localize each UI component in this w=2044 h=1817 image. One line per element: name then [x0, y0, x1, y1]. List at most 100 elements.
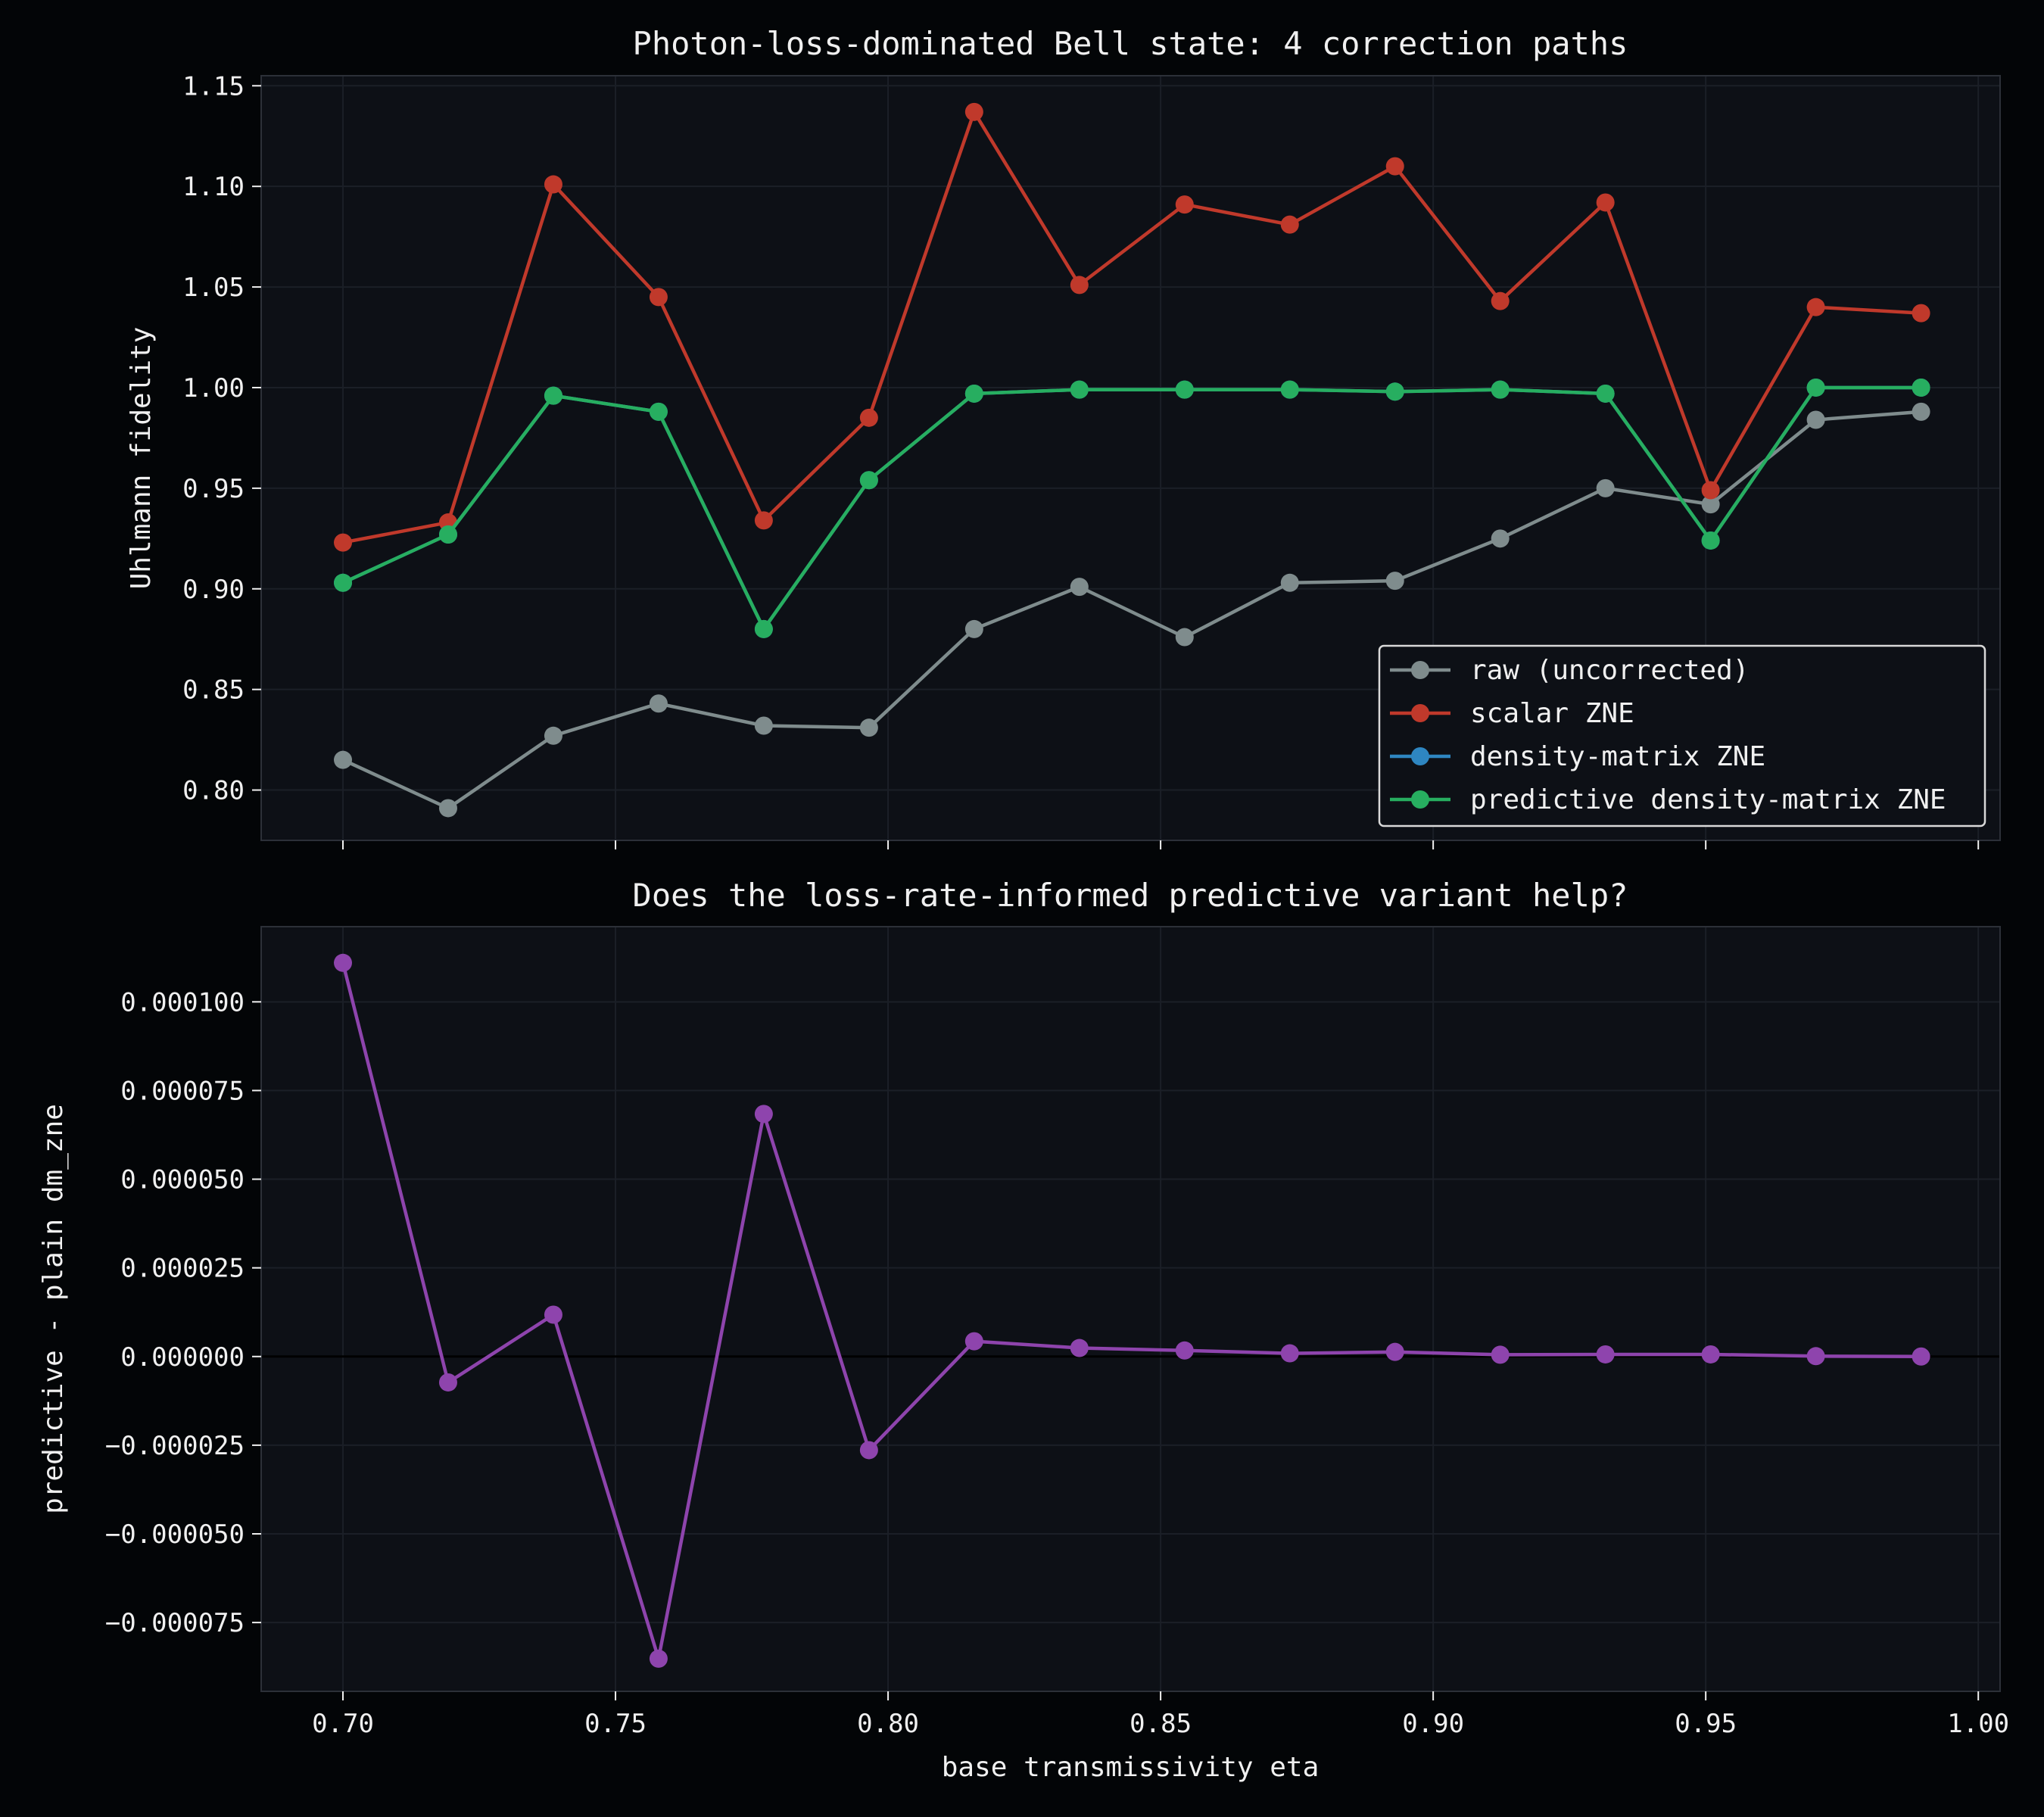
data-point: [1175, 1341, 1194, 1360]
y-tick-label: 0.000075: [120, 1076, 245, 1106]
x-tick-label: 0.80: [857, 1709, 919, 1739]
y-tick-label: 0.000025: [120, 1254, 245, 1284]
data-point: [964, 1332, 983, 1351]
y-tick-label: 0.80: [182, 776, 245, 806]
x-tick-label: 0.95: [1675, 1709, 1737, 1739]
legend-swatch-marker: [1411, 661, 1429, 679]
legend-frame: [1378, 644, 1986, 827]
data-point: [1070, 276, 1089, 295]
data-point: [1175, 628, 1194, 647]
data-point: [1385, 157, 1404, 176]
data-point: [1385, 572, 1404, 591]
data-point: [1912, 378, 1930, 397]
data-point: [334, 573, 353, 592]
data-point: [1385, 1342, 1404, 1361]
y-tick-label: 0.85: [182, 675, 245, 706]
y-tick-label: 0.000100: [120, 987, 245, 1018]
y-tick-label: 1.05: [182, 273, 245, 303]
y-tick-label: 1.10: [182, 172, 245, 202]
data-point: [438, 799, 457, 818]
data-point: [1596, 478, 1615, 497]
data-point: [1701, 495, 1720, 514]
data-point: [754, 619, 773, 638]
data-point: [964, 102, 983, 121]
data-point: [544, 726, 562, 745]
fidelity-x-ticks: [342, 840, 1980, 849]
data-point: [964, 384, 983, 403]
x-tick-label: 0.85: [1129, 1709, 1192, 1739]
data-point: [1491, 380, 1510, 399]
data-point: [1912, 304, 1930, 323]
data-point: [859, 408, 878, 427]
data-point: [1596, 193, 1615, 212]
data-point: [1596, 1345, 1615, 1364]
data-point: [334, 953, 353, 972]
data-point: [1175, 380, 1194, 399]
data-point: [334, 533, 353, 552]
data-point: [649, 694, 668, 713]
data-point: [1070, 1339, 1089, 1357]
data-point: [1806, 410, 1825, 429]
fidelity-axes-frame: [260, 75, 2001, 841]
data-point: [1385, 382, 1404, 401]
data-point: [1806, 378, 1825, 397]
data-point: [1701, 481, 1720, 500]
fidelity-legend: raw (uncorrected) scalar ZNE density-matri…: [1378, 644, 1986, 827]
data-point: [438, 1373, 457, 1392]
y-tick-label: 0.000050: [120, 1165, 245, 1195]
difference-chart-title: Does the loss-rate-informed predictive v…: [633, 877, 1628, 914]
data-point: [649, 1649, 668, 1668]
data-point: [1280, 380, 1299, 399]
data-point: [1491, 529, 1510, 548]
data-point: [1491, 1345, 1510, 1364]
data-point: [1175, 195, 1194, 214]
data-point: [1070, 578, 1089, 597]
y-tick-label: 0.90: [182, 575, 245, 605]
difference-series: [334, 953, 1930, 1668]
y-tick-label: −0.000025: [105, 1431, 245, 1461]
difference-y-ticks: −0.000075 −0.000050 −0.000025 0.000000 0.000…: [105, 987, 261, 1638]
data-point: [859, 471, 878, 490]
data-point: [1912, 402, 1930, 421]
data-point: [544, 1305, 562, 1324]
fidelity-chart: 0.80 0.85 0.90 0.95 1.00 1.05 1.10 1.15 Photon-…: [126, 25, 2001, 849]
data-point: [859, 1441, 878, 1460]
data-point: [649, 288, 668, 307]
fidelity-chart-title: Photon-loss-dominated Bell state: 4 corr…: [633, 25, 1628, 62]
difference-y-axis-label: predictive - plain dm_zne: [38, 1104, 69, 1514]
y-tick-label: 1.15: [182, 71, 245, 101]
series-line: [341, 962, 1921, 1661]
data-point: [964, 619, 983, 638]
legend-label: scalar ZNE: [1470, 698, 1634, 729]
x-tick-label: 1.00: [1947, 1709, 2009, 1739]
data-point: [1596, 384, 1615, 403]
y-tick-label: −0.000075: [105, 1608, 245, 1638]
data-point: [1806, 298, 1825, 316]
data-point: [438, 525, 457, 544]
y-tick-label: 1.00: [182, 373, 245, 404]
data-point: [1491, 291, 1510, 310]
data-point: [1280, 215, 1299, 234]
legend-label: raw (uncorrected): [1470, 655, 1749, 686]
legend-label: predictive density-matrix ZNE: [1470, 784, 1946, 815]
series-line: [342, 110, 1921, 544]
fidelity-y-axis-label: Uhlmann fidelity: [126, 327, 157, 590]
x-tick-label: 0.75: [584, 1709, 647, 1739]
data-point: [544, 175, 562, 194]
data-point: [859, 718, 878, 737]
x-tick-label: 0.70: [312, 1709, 374, 1739]
data-point: [1912, 1347, 1930, 1366]
data-point: [334, 750, 353, 769]
series-line: [342, 410, 1921, 810]
series-line: [342, 385, 1921, 631]
legend-swatch-marker: [1411, 747, 1429, 765]
difference-x-axis-label: base transmissivity eta: [942, 1752, 1320, 1783]
data-point: [754, 511, 773, 530]
difference-grid: [261, 927, 2000, 1691]
data-point: [649, 402, 668, 421]
legend-entries: raw (uncorrected) scalar ZNE density-matri…: [1390, 655, 1946, 815]
data-point: [1280, 573, 1299, 592]
data-point: [754, 716, 773, 735]
y-tick-label: 0.000000: [120, 1342, 245, 1373]
data-point: [544, 386, 562, 405]
